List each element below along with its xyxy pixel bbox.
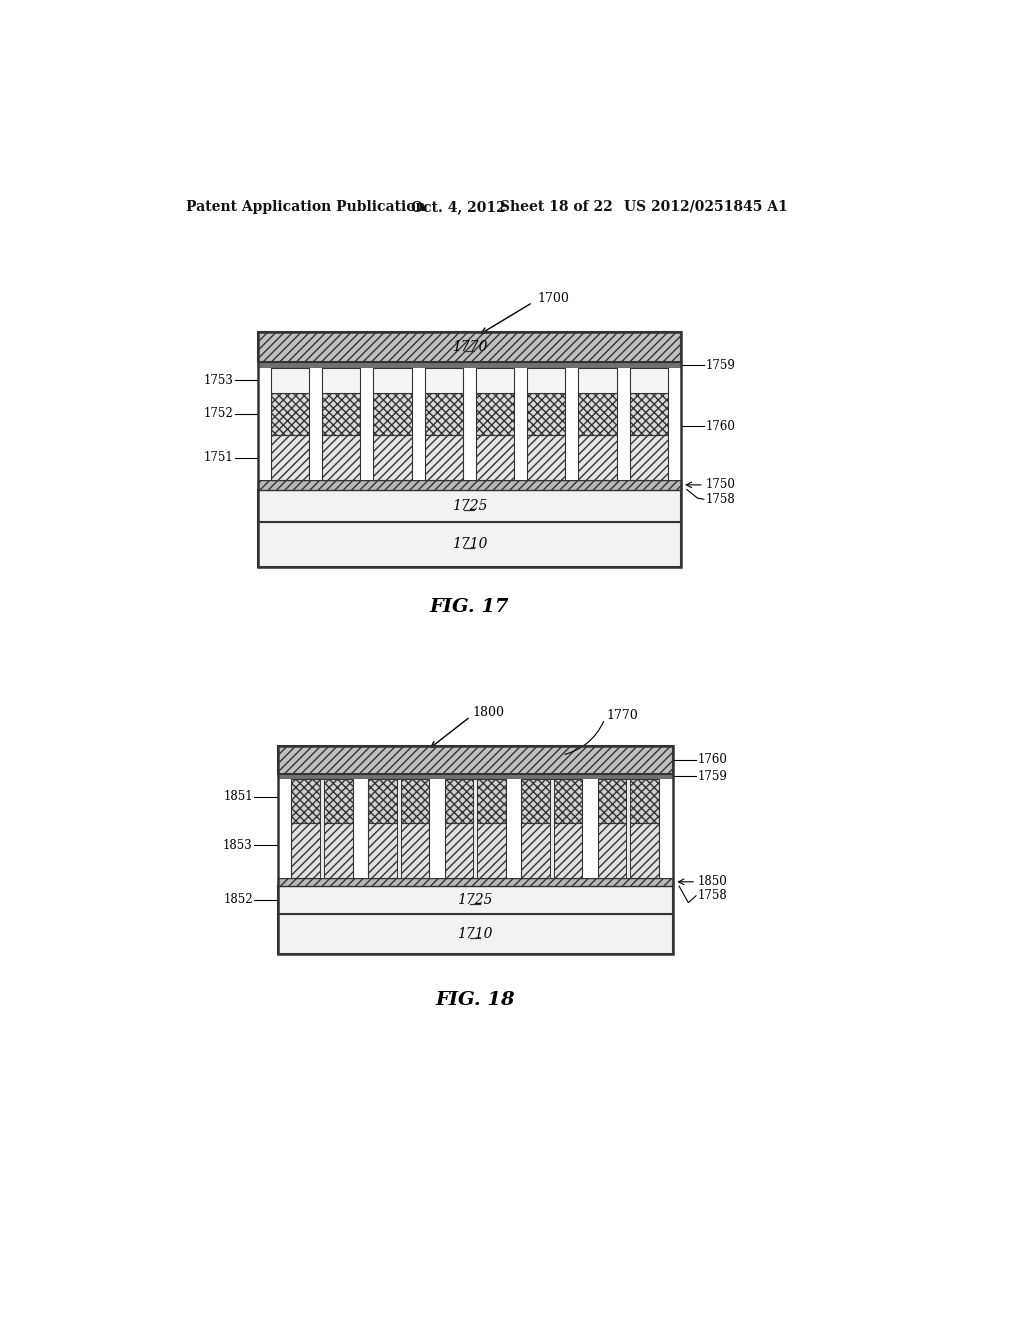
Text: 1760: 1760	[697, 754, 727, 767]
Text: FIG. 18: FIG. 18	[435, 991, 515, 1008]
Text: 1770: 1770	[606, 709, 638, 722]
Bar	[527, 368, 565, 392]
Text: 1759: 1759	[697, 770, 727, 783]
Bar	[258, 368, 681, 480]
Bar	[270, 436, 309, 480]
Bar	[476, 368, 514, 392]
Text: FIG. 17: FIG. 17	[430, 598, 509, 615]
Bar	[323, 436, 360, 480]
Bar	[476, 436, 514, 480]
Text: 1852: 1852	[223, 894, 253, 907]
Text: 1760: 1760	[706, 420, 735, 433]
Text: Patent Application Publication: Patent Application Publication	[186, 199, 426, 214]
Bar	[425, 436, 463, 480]
Bar	[292, 824, 352, 878]
Text: 1710: 1710	[452, 537, 487, 552]
Text: 1758: 1758	[706, 492, 735, 506]
Bar	[444, 779, 506, 824]
Bar	[579, 392, 616, 436]
Bar	[476, 392, 514, 436]
Bar	[444, 824, 506, 878]
Text: 1759: 1759	[706, 359, 735, 372]
Bar	[278, 746, 673, 954]
Bar	[527, 392, 565, 436]
Bar	[270, 392, 309, 436]
Text: US 2012/0251845 A1: US 2012/0251845 A1	[624, 199, 787, 214]
Bar	[321, 779, 324, 878]
Bar	[374, 392, 412, 436]
Text: 1752: 1752	[204, 408, 233, 421]
Text: 1751: 1751	[204, 451, 233, 465]
Text: 1853: 1853	[223, 838, 253, 851]
Bar	[630, 392, 668, 436]
Bar	[598, 779, 659, 824]
Bar	[368, 824, 429, 878]
Bar	[258, 331, 681, 363]
Bar	[292, 779, 352, 824]
Bar	[278, 886, 673, 913]
Text: 1770: 1770	[452, 341, 487, 354]
Text: 1851: 1851	[223, 791, 253, 804]
Bar	[258, 331, 681, 566]
Text: 1750: 1750	[706, 478, 735, 491]
Bar	[396, 779, 400, 878]
Bar	[630, 436, 668, 480]
Bar	[278, 913, 673, 954]
Bar	[270, 368, 309, 392]
Bar	[521, 779, 583, 824]
Bar	[278, 774, 673, 779]
Bar	[630, 368, 668, 392]
Text: 1758: 1758	[697, 890, 727, 903]
Text: 1850: 1850	[697, 875, 727, 888]
Bar	[278, 746, 673, 774]
Bar	[323, 392, 360, 436]
Bar	[258, 363, 681, 368]
Bar	[550, 779, 554, 878]
Text: 1725: 1725	[458, 892, 493, 907]
Text: 1800: 1800	[472, 706, 504, 719]
Text: 1710: 1710	[458, 927, 493, 941]
Bar	[374, 436, 412, 480]
Bar	[323, 368, 360, 392]
Bar	[258, 521, 681, 566]
Bar	[278, 779, 673, 878]
Text: 1753: 1753	[204, 374, 233, 387]
Bar	[473, 779, 477, 878]
Bar	[627, 779, 631, 878]
Bar	[425, 368, 463, 392]
Bar	[521, 824, 583, 878]
Text: 1700: 1700	[537, 292, 569, 305]
Text: Oct. 4, 2012: Oct. 4, 2012	[411, 199, 506, 214]
Bar	[527, 436, 565, 480]
Bar	[598, 824, 659, 878]
Bar	[374, 368, 412, 392]
Bar	[425, 392, 463, 436]
Bar	[278, 878, 673, 886]
Bar	[368, 779, 429, 824]
Bar	[579, 436, 616, 480]
Text: 1725: 1725	[452, 499, 487, 512]
Bar	[579, 368, 616, 392]
Bar	[258, 490, 681, 521]
Text: Sheet 18 of 22: Sheet 18 of 22	[500, 199, 612, 214]
Bar	[258, 480, 681, 490]
